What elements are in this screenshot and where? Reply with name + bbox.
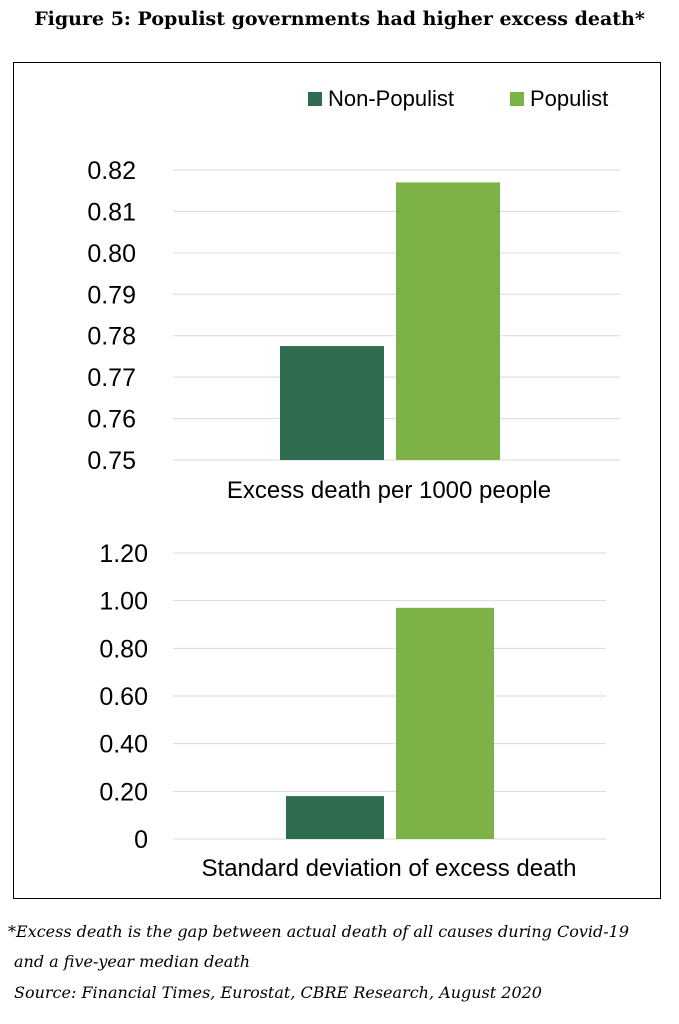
y-tick-label: 1.00 [99, 588, 148, 616]
legend-label-populist: Populist [530, 86, 608, 111]
chart-standard-deviation: 0 0.20 0.40 0.60 0.80 1.00 1.20 Standard devia… [99, 540, 606, 882]
y-tick-label: 1.20 [99, 540, 148, 568]
y-tick-label: 0.78 [87, 323, 136, 351]
figure-title: Figure 5: Populist governments had highe… [34, 8, 645, 30]
chart-frame [13, 62, 661, 899]
x-axis-label-excess-death: Excess death per 1000 people [227, 477, 551, 504]
y-tick-label: 0.20 [99, 778, 148, 806]
footnote-line-2: and a five-year median death [14, 952, 251, 971]
y-tick-label: 0.80 [99, 635, 148, 663]
y-tick-label: 0 [134, 826, 148, 854]
y-tick-label: 0.77 [87, 364, 136, 392]
footnote-line-1: *Excess death is the gap between actual … [8, 922, 629, 941]
y-tick-label: 0.81 [87, 198, 136, 226]
legend-swatch-populist [510, 92, 524, 106]
y-tick-label: 0.76 [87, 406, 136, 434]
bar-populist [396, 182, 500, 460]
y-tick-label: 0.79 [87, 281, 136, 309]
bar-populist [396, 607, 494, 839]
chart-excess-death: 0.75 0.76 0.77 0.78 0.79 0.80 0.81 0.82 Excess … [87, 157, 620, 504]
y-tick-label: 0.82 [87, 157, 136, 185]
legend-swatch-non-populist [308, 92, 322, 106]
source-note: Source: Financial Times, Eurostat, CBRE … [14, 983, 542, 1002]
y-tick-label: 0.75 [87, 447, 136, 475]
bar-non-populist [286, 796, 384, 839]
legend-label-non-populist: Non-Populist [328, 86, 454, 111]
x-axis-label-standard-deviation: Standard deviation of excess death [202, 855, 577, 882]
y-tick-label: 0.60 [99, 683, 148, 711]
bar-non-populist [280, 346, 384, 460]
y-tick-label: 0.40 [99, 731, 148, 759]
y-tick-label: 0.80 [87, 240, 136, 268]
